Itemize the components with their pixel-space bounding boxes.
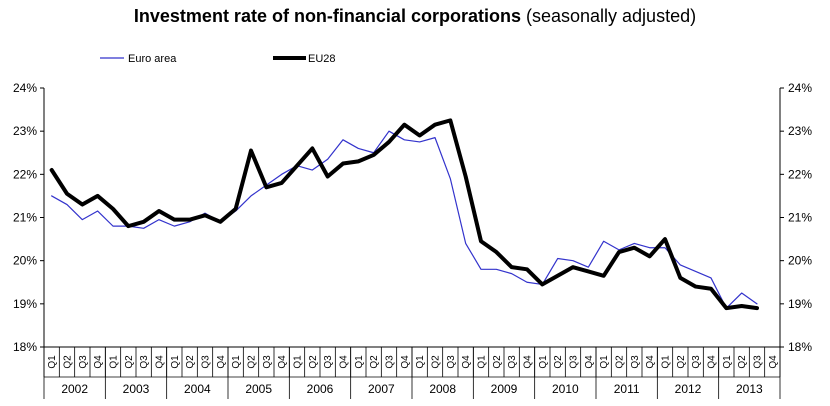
- x-quarter-label: Q4: [93, 355, 104, 369]
- x-quarter-label: Q1: [722, 355, 733, 369]
- x-quarter-label: Q4: [707, 355, 718, 369]
- x-quarter-label: Q1: [47, 355, 58, 369]
- x-quarter-label: Q3: [139, 355, 150, 369]
- x-year-label: 2009: [491, 382, 518, 396]
- y-tick-label-left: 18%: [13, 340, 37, 354]
- x-quarter-label: Q2: [247, 355, 258, 369]
- x-year-label: 2013: [736, 382, 763, 396]
- x-quarter-label: Q4: [400, 355, 411, 369]
- x-quarter-label: Q4: [584, 355, 595, 369]
- chart-title: Investment rate of non-financial corpora…: [0, 6, 830, 27]
- y-tick-label-left: 23%: [13, 124, 37, 138]
- x-quarter-label: Q1: [661, 355, 672, 369]
- x-quarter-label: Q4: [277, 355, 288, 369]
- x-quarter-label: Q2: [431, 355, 442, 369]
- chart-title-main: Investment rate of non-financial corpora…: [133, 6, 521, 26]
- x-quarter-label: Q1: [599, 355, 610, 369]
- x-year-label: 2010: [552, 382, 579, 396]
- y-tick-label-left: 21%: [13, 211, 37, 225]
- x-quarter-label: Q4: [768, 355, 779, 369]
- x-quarter-label: Q2: [615, 355, 626, 369]
- x-quarter-label: Q2: [676, 355, 687, 369]
- y-tick-label-right: 21%: [788, 211, 812, 225]
- x-year-label: 2008: [429, 382, 456, 396]
- y-tick-label-left: 19%: [13, 297, 37, 311]
- x-year-label: 2004: [184, 382, 211, 396]
- y-tick-label-right: 20%: [788, 254, 812, 268]
- x-quarter-label: Q3: [691, 355, 702, 369]
- x-quarter-label: Q3: [507, 355, 518, 369]
- x-quarter-label: Q3: [569, 355, 580, 369]
- y-tick-label-right: 22%: [788, 167, 812, 181]
- x-quarter-label: Q3: [753, 355, 764, 369]
- x-quarter-label: Q3: [323, 355, 334, 369]
- series-line-eu28: [49, 118, 759, 311]
- x-quarter-label: Q1: [231, 355, 242, 369]
- x-year-label: 2002: [61, 382, 88, 396]
- x-quarter-label: Q2: [63, 355, 74, 369]
- x-quarter-label: Q2: [124, 355, 135, 369]
- x-quarter-label: Q2: [185, 355, 196, 369]
- chart-axes: 18% 18% 19% 19% 20% 20% 21% 21% 22% 22% 23% 23% 24% 2…: [13, 81, 812, 399]
- y-tick-label-right: 24%: [788, 81, 812, 95]
- chart-title-subtitle: (seasonally adjusted): [525, 6, 697, 26]
- legend-label-eu28: EU28: [308, 53, 336, 65]
- x-quarter-label: Q2: [369, 355, 380, 369]
- x-year-label: 2011: [614, 382, 640, 396]
- x-quarter-label: Q1: [354, 355, 365, 369]
- x-quarter-label: Q4: [645, 355, 656, 369]
- x-quarter-label: Q3: [385, 355, 396, 369]
- x-quarter-label: Q4: [339, 355, 350, 369]
- x-quarter-label: Q2: [308, 355, 319, 369]
- series-line-euro-area: [51, 130, 758, 309]
- y-tick-label-right: 23%: [788, 124, 812, 138]
- x-year-label: 2003: [123, 382, 150, 396]
- x-quarter-label: Q1: [109, 355, 120, 369]
- x-quarter-label: Q1: [415, 355, 426, 369]
- x-quarter-label: Q2: [492, 355, 503, 369]
- y-tick-label-left: 22%: [13, 167, 37, 181]
- x-quarter-label: Q3: [262, 355, 273, 369]
- x-quarter-label: Q4: [461, 355, 472, 369]
- legend-label-euro-area: Euro area: [128, 53, 177, 65]
- y-tick-label-right: 19%: [788, 297, 812, 311]
- chart-series: [49, 118, 759, 311]
- x-year-label: 2006: [307, 382, 334, 396]
- x-year-label: 2005: [245, 382, 272, 396]
- chart-legend: Euro area EU28: [100, 53, 336, 65]
- x-quarter-label: Q3: [78, 355, 89, 369]
- y-tick-label-left: 20%: [13, 254, 37, 268]
- x-quarter-label: Q4: [155, 355, 166, 369]
- x-quarter-label: Q4: [216, 355, 227, 369]
- x-quarter-label: Q1: [477, 355, 488, 369]
- x-year-label: 2007: [368, 382, 395, 396]
- x-quarter-label: Q3: [446, 355, 457, 369]
- y-tick-label-left: 24%: [13, 81, 37, 95]
- x-quarter-label: Q1: [538, 355, 549, 369]
- x-quarter-label: Q3: [630, 355, 641, 369]
- y-tick-label-right: 18%: [788, 340, 812, 354]
- x-quarter-label: Q1: [170, 355, 181, 369]
- x-quarter-label: Q4: [523, 355, 534, 369]
- x-year-label: 2012: [675, 382, 702, 396]
- x-quarter-label: Q3: [201, 355, 212, 369]
- x-quarter-label: Q1: [293, 355, 304, 369]
- x-quarter-label: Q2: [737, 355, 748, 369]
- x-quarter-label: Q2: [553, 355, 564, 369]
